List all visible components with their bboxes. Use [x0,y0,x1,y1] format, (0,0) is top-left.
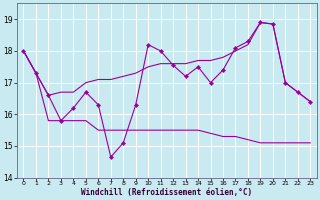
X-axis label: Windchill (Refroidissement éolien,°C): Windchill (Refroidissement éolien,°C) [81,188,252,197]
